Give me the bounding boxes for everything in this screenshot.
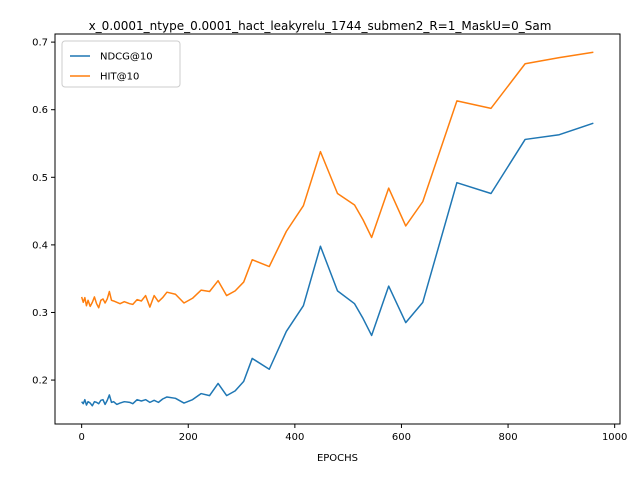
x-tick-label: 1000 <box>602 432 627 443</box>
legend: NDCG@10 HIT@10 <box>61 40 181 88</box>
x-tick-label: 400 <box>285 432 304 443</box>
x-axis: 0 200 400 600 800 1000 <box>78 424 627 443</box>
legend-label: HIT@10 <box>100 72 139 83</box>
series-line-1 <box>80 51 594 309</box>
y-tick-label: 0.2 <box>32 376 48 387</box>
y-tick-label: 0.5 <box>32 173 48 184</box>
y-tick-label: 0.4 <box>32 240 48 251</box>
y-tick-label: 0.6 <box>32 105 48 116</box>
x-tick-label: 200 <box>179 432 198 443</box>
series-lines <box>80 51 594 407</box>
x-axis-label: EPOCHS <box>317 453 358 464</box>
x-tick-label: 800 <box>499 432 518 443</box>
series-line-0 <box>81 122 594 407</box>
y-tick-label: 0.7 <box>32 38 48 49</box>
plot-area <box>54 33 621 425</box>
chart-title: x_0.0001_ntype_0.0001_hact_leakyrelu_174… <box>89 19 552 33</box>
x-tick-label: 0 <box>78 432 84 443</box>
y-tick-label: 0.3 <box>32 308 48 319</box>
legend-box <box>61 40 181 88</box>
x-tick-label: 600 <box>392 432 411 443</box>
y-axis: 0.2 0.3 0.4 0.5 0.6 0.7 <box>32 38 55 387</box>
legend-label: NDCG@10 <box>100 52 153 63</box>
